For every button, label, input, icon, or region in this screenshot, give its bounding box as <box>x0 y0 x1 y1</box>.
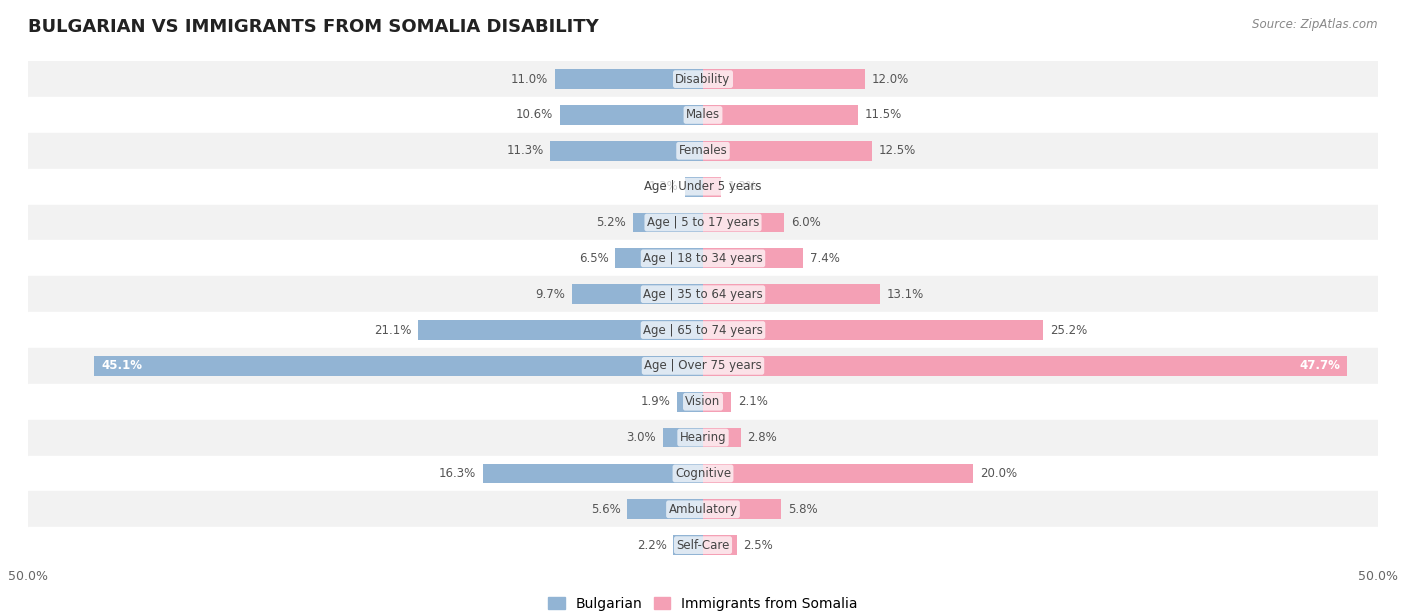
Text: 2.8%: 2.8% <box>748 431 778 444</box>
Bar <box>28 348 1378 384</box>
Text: 6.0%: 6.0% <box>790 216 821 229</box>
Bar <box>572 285 703 304</box>
Text: 25.2%: 25.2% <box>1050 324 1087 337</box>
Bar <box>633 212 703 233</box>
Bar <box>703 248 803 268</box>
Text: 1.3%: 1.3% <box>727 180 756 193</box>
Bar <box>616 248 703 268</box>
Text: 13.1%: 13.1% <box>887 288 924 300</box>
Bar <box>703 285 880 304</box>
Bar <box>678 392 703 412</box>
Bar <box>703 536 737 555</box>
Bar <box>28 241 1378 276</box>
Bar <box>703 428 741 447</box>
Bar <box>703 105 858 125</box>
Text: 1.9%: 1.9% <box>641 395 671 408</box>
Bar <box>686 177 703 196</box>
Bar <box>484 463 703 483</box>
Bar <box>703 392 731 412</box>
Text: 11.0%: 11.0% <box>510 73 548 86</box>
Bar <box>703 141 872 161</box>
Bar <box>28 420 1378 455</box>
Bar <box>703 320 1043 340</box>
Bar <box>662 428 703 447</box>
Text: Vision: Vision <box>685 395 721 408</box>
Text: Age | 18 to 34 years: Age | 18 to 34 years <box>643 252 763 265</box>
Bar <box>28 527 1378 563</box>
Text: 1.3%: 1.3% <box>650 180 679 193</box>
Text: Hearing: Hearing <box>679 431 727 444</box>
Text: Source: ZipAtlas.com: Source: ZipAtlas.com <box>1253 18 1378 31</box>
Text: BULGARIAN VS IMMIGRANTS FROM SOMALIA DISABILITY: BULGARIAN VS IMMIGRANTS FROM SOMALIA DIS… <box>28 18 599 36</box>
Text: Ambulatory: Ambulatory <box>668 503 738 516</box>
Bar <box>28 276 1378 312</box>
Text: 47.7%: 47.7% <box>1299 359 1340 372</box>
Bar <box>28 133 1378 169</box>
Bar <box>560 105 703 125</box>
Bar <box>673 536 703 555</box>
Text: 5.8%: 5.8% <box>787 503 818 516</box>
Text: 5.6%: 5.6% <box>591 503 620 516</box>
Bar <box>28 455 1378 491</box>
Bar <box>28 204 1378 241</box>
Legend: Bulgarian, Immigrants from Somalia: Bulgarian, Immigrants from Somalia <box>543 591 863 612</box>
Text: 6.5%: 6.5% <box>579 252 609 265</box>
Text: 20.0%: 20.0% <box>980 467 1017 480</box>
Bar <box>28 169 1378 204</box>
Bar <box>703 69 865 89</box>
Bar <box>627 499 703 519</box>
Bar <box>703 177 720 196</box>
Text: Age | Under 5 years: Age | Under 5 years <box>644 180 762 193</box>
Text: Age | 5 to 17 years: Age | 5 to 17 years <box>647 216 759 229</box>
Text: Self-Care: Self-Care <box>676 539 730 551</box>
Bar <box>551 141 703 161</box>
Text: 11.3%: 11.3% <box>506 144 544 157</box>
Bar <box>554 69 703 89</box>
Text: 2.2%: 2.2% <box>637 539 666 551</box>
Text: Age | 35 to 64 years: Age | 35 to 64 years <box>643 288 763 300</box>
Text: 21.1%: 21.1% <box>374 324 412 337</box>
Bar <box>703 463 973 483</box>
Bar <box>28 61 1378 97</box>
Text: 10.6%: 10.6% <box>516 108 553 121</box>
Bar <box>28 491 1378 527</box>
Bar <box>418 320 703 340</box>
Text: Cognitive: Cognitive <box>675 467 731 480</box>
Text: 12.0%: 12.0% <box>872 73 908 86</box>
Bar <box>94 356 703 376</box>
Text: 3.0%: 3.0% <box>626 431 655 444</box>
Text: Females: Females <box>679 144 727 157</box>
Text: 45.1%: 45.1% <box>101 359 142 372</box>
Text: Males: Males <box>686 108 720 121</box>
Text: Disability: Disability <box>675 73 731 86</box>
Bar <box>703 212 785 233</box>
Text: 5.2%: 5.2% <box>596 216 626 229</box>
Text: 12.5%: 12.5% <box>879 144 915 157</box>
Text: 16.3%: 16.3% <box>439 467 477 480</box>
Text: 11.5%: 11.5% <box>865 108 903 121</box>
Text: 2.1%: 2.1% <box>738 395 768 408</box>
Bar <box>703 499 782 519</box>
Bar <box>28 97 1378 133</box>
Text: 7.4%: 7.4% <box>810 252 839 265</box>
Bar <box>28 384 1378 420</box>
Bar <box>28 312 1378 348</box>
Text: Age | Over 75 years: Age | Over 75 years <box>644 359 762 372</box>
Text: Age | 65 to 74 years: Age | 65 to 74 years <box>643 324 763 337</box>
Text: 2.5%: 2.5% <box>744 539 773 551</box>
Text: 9.7%: 9.7% <box>536 288 565 300</box>
Bar <box>703 356 1347 376</box>
